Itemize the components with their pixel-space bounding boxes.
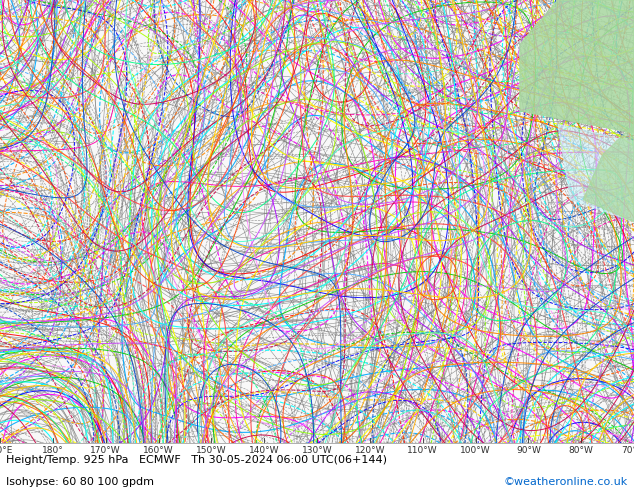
Text: 160°W: 160°W [143,446,174,455]
Text: 70°W: 70°W [621,446,634,455]
Polygon shape [583,124,634,221]
Text: ©weatheronline.co.uk: ©weatheronline.co.uk [503,477,628,487]
Text: Height/Temp. 925 hPa   ECMWF   Th 30-05-2024 06:00 UTC(06+144): Height/Temp. 925 hPa ECMWF Th 30-05-2024… [6,455,387,465]
Polygon shape [520,0,634,133]
Text: 120°W: 120°W [354,446,385,455]
Text: 90°W: 90°W [516,446,541,455]
Text: 140°W: 140°W [249,446,280,455]
Text: 150°W: 150°W [196,446,226,455]
Text: 80°W: 80°W [569,446,593,455]
Text: Isohypse: 60 80 100 gpdm: Isohypse: 60 80 100 gpdm [6,477,154,487]
Text: 100°W: 100°W [460,446,491,455]
Text: 130°W: 130°W [302,446,332,455]
Text: 110°W: 110°W [408,446,438,455]
Text: 170°E: 170°E [0,446,14,455]
Polygon shape [558,124,634,221]
Text: 180°: 180° [42,446,63,455]
Text: 170°W: 170°W [91,446,121,455]
